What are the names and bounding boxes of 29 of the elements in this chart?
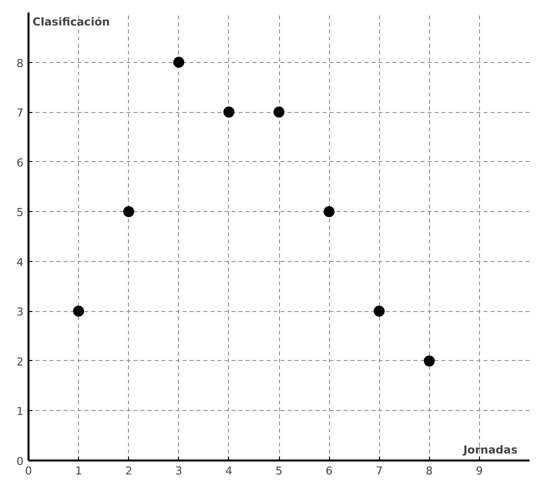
y-tick-label: 8 [16,56,24,70]
point [374,306,385,317]
point [274,106,284,118]
x-tick-label: 7 [376,464,383,478]
x-tick-label: 4 [225,464,232,478]
x-tick-label: 1 [75,464,82,478]
x-tick-label: 2 [125,464,132,478]
y-tick-label: 6 [16,156,24,170]
point [123,206,134,218]
x-tick-label: 0 [25,464,32,478]
y-tick-label: 1 [16,405,24,418]
y-axis-title: Clasificación [32,16,110,28]
x-tick-label: 5 [276,464,282,478]
y-tick-label: 4 [16,256,24,269]
x-axis-title: Jornadas [462,444,518,456]
y-tick-label: 0 [16,455,24,468]
x-tick-label: 9 [476,464,483,478]
point [173,56,184,68]
point [223,106,234,118]
y-tick-label: 5 [16,206,24,220]
y-tick-label: 2 [16,355,24,368]
x-tick-label: 3 [175,464,182,478]
x-tick-label: 8 [426,464,433,478]
point [73,306,84,317]
point [324,206,335,218]
point [424,355,435,366]
y-tick-label: 7 [16,106,24,120]
y-tick-label: 3 [16,306,24,319]
x-tick-label: 6 [326,464,333,478]
